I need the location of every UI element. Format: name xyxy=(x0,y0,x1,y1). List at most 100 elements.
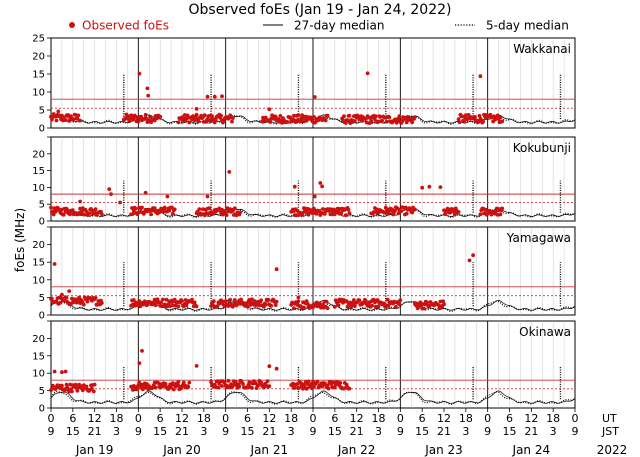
observed-point xyxy=(413,207,417,212)
jst-tick-label: 15 xyxy=(503,425,517,438)
observed-point xyxy=(140,205,144,210)
observed-point xyxy=(196,119,201,123)
jst-tick-label: 3 xyxy=(288,425,295,438)
observed-point xyxy=(239,297,244,302)
day-label: Jan 19 xyxy=(75,443,114,457)
ut-tick-label: 6 xyxy=(157,412,164,425)
observed-point xyxy=(384,119,389,124)
observed-point xyxy=(413,115,417,120)
observed-point xyxy=(312,385,316,389)
observed-point xyxy=(345,118,350,123)
jst-tick-label: 9 xyxy=(310,425,317,438)
observed-point xyxy=(145,86,150,91)
observed-point xyxy=(397,302,402,306)
observed-point xyxy=(87,211,92,216)
observed-point xyxy=(304,386,309,391)
observed-point xyxy=(92,382,97,387)
ut-tick-label: 6 xyxy=(506,412,513,425)
observed-point xyxy=(60,383,64,388)
observed-point xyxy=(373,114,378,119)
observed-point xyxy=(473,115,477,119)
station-panels: 0 5 10 15 20 25 Wakkanai 0 5 10 15 20 Kokubunji 0 5 10 1… xyxy=(32,34,576,415)
observed-point xyxy=(373,304,378,309)
observed-point xyxy=(478,212,483,217)
observed-point xyxy=(232,298,237,302)
observed-point xyxy=(321,207,325,211)
observed-point xyxy=(285,120,290,124)
observed-point xyxy=(266,297,271,302)
observed-point xyxy=(500,206,505,211)
observed-point xyxy=(78,199,82,204)
observed-point xyxy=(153,385,158,390)
legend-5day-label: 5-day median xyxy=(486,19,569,33)
observed-point xyxy=(453,212,457,217)
observed-point xyxy=(76,113,81,118)
observed-point xyxy=(155,297,160,302)
observed-point xyxy=(93,296,98,300)
observed-point xyxy=(399,209,404,214)
observed-point xyxy=(457,120,462,125)
observed-point xyxy=(65,208,70,213)
observed-point xyxy=(180,299,184,303)
observed-point xyxy=(442,208,446,213)
observed-point xyxy=(213,118,218,122)
observed-point xyxy=(109,192,113,197)
observed-point xyxy=(324,299,329,304)
observed-point xyxy=(78,118,82,123)
y-tick-label: 0 xyxy=(39,124,45,135)
observed-point xyxy=(212,94,217,99)
observed-point xyxy=(149,212,154,217)
jst-tick-label: 15 xyxy=(241,425,255,438)
observed-point xyxy=(231,209,235,213)
observed-point xyxy=(263,302,268,307)
observed-point xyxy=(56,109,61,114)
observed-point xyxy=(184,303,189,308)
observed-point xyxy=(52,369,57,374)
observed-point xyxy=(386,211,391,216)
observed-point xyxy=(143,112,148,117)
observed-point xyxy=(73,382,78,387)
observed-point xyxy=(131,212,135,216)
observed-point xyxy=(369,119,374,123)
observed-point xyxy=(352,298,356,302)
observed-point xyxy=(478,74,483,79)
observed-point xyxy=(438,299,443,304)
observed-point xyxy=(69,114,73,118)
observed-point xyxy=(80,209,84,214)
observed-point xyxy=(107,187,112,192)
ut-tick-label: 0 xyxy=(484,412,491,425)
jst-tick-label: 21 xyxy=(524,425,538,438)
observed-point xyxy=(63,369,68,374)
jst-tick-label: 21 xyxy=(88,425,102,438)
observed-point xyxy=(482,211,486,216)
observed-point xyxy=(363,299,368,303)
observed-point xyxy=(54,118,59,123)
observed-point xyxy=(68,212,72,217)
observed-point xyxy=(230,119,234,124)
ut-tick-label: 18 xyxy=(546,412,560,425)
observed-point xyxy=(326,386,331,391)
y-tick-label: 10 xyxy=(32,183,45,194)
observed-point xyxy=(210,114,214,119)
observed-point xyxy=(205,194,210,199)
observed-point xyxy=(440,305,445,309)
observed-point xyxy=(241,382,245,386)
observed-point xyxy=(332,305,337,309)
observed-point xyxy=(296,299,301,303)
ut-tick-label: 18 xyxy=(459,412,473,425)
observed-point xyxy=(481,119,485,124)
legend-27day-label: 27-day median xyxy=(294,19,384,33)
y-tick-label: 20 xyxy=(32,52,45,63)
observed-point xyxy=(296,386,301,391)
observed-point xyxy=(221,299,225,304)
y-tick-label: 15 xyxy=(32,166,45,177)
observed-point xyxy=(310,211,314,215)
observed-point xyxy=(223,299,228,304)
observed-point xyxy=(404,211,409,216)
observed-point xyxy=(441,299,445,304)
y-tick-label: 10 xyxy=(32,88,45,99)
observed-point xyxy=(330,212,334,217)
observed-point xyxy=(268,120,273,124)
day-label: Jan 21 xyxy=(250,443,289,457)
observed-point xyxy=(267,364,272,369)
